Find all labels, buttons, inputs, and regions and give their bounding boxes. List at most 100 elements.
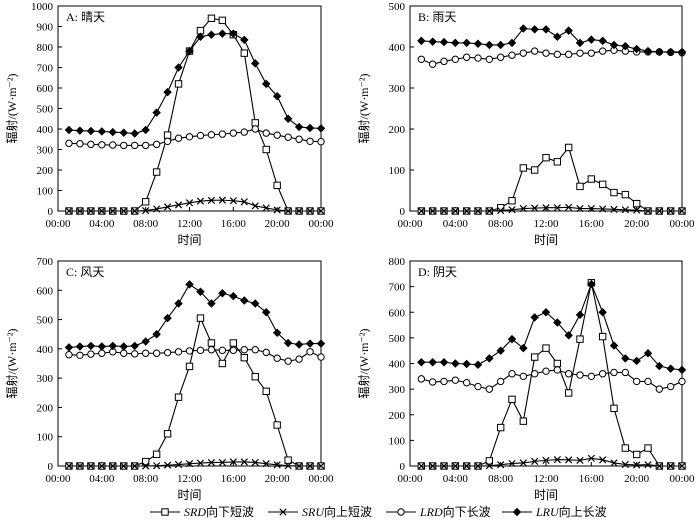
point-SRD [196,314,205,322]
point-LRD [174,134,183,142]
point-SRD [273,421,281,429]
point-SRU [497,206,505,215]
point-SRU [251,202,259,210]
point-SRU [153,205,161,213]
point-SRD [530,353,539,361]
point-SRU [65,462,73,470]
y-tick-label: 700 [37,63,54,75]
point-LRD [451,55,460,63]
point-LRU [218,288,227,298]
point-LRU [141,125,150,135]
point-SRD [508,395,516,404]
panel-title: D: 阴天 [418,265,457,279]
point-LRU [621,41,630,51]
point-SRU [531,457,539,466]
point-LRD [152,349,161,357]
legend-marker [512,507,522,517]
point-SRU [109,462,117,470]
x-tick-label: 12:00 [533,218,559,230]
point-SRU [295,462,303,470]
point-LRU [621,354,630,363]
point-LRD [542,367,550,375]
x-tick-label: 08:00 [133,218,159,230]
y-tick-label: 100 [389,165,406,177]
plot-frame [409,5,683,212]
point-SRU [120,207,128,215]
point-LRD [98,141,106,149]
point-SRU [131,207,139,215]
point-LRD [163,348,172,357]
point-SRD [273,181,281,190]
y-tick-label: 500 [37,104,54,116]
point-SRU [185,199,194,207]
series-SRU [417,454,686,470]
point-SRU [644,461,652,469]
point-SRU [98,207,106,215]
point-LRU [541,25,551,34]
x-tick-label: 20:00 [265,218,291,230]
point-LRU [163,313,172,323]
point-LRD [185,347,194,355]
point-SRU [429,462,437,470]
y-tick-label: 600 [37,285,54,297]
point-SRD [240,353,248,362]
point-LRU [152,108,161,117]
point-SRD [251,372,259,381]
point-LRD [306,137,314,146]
point-LRU [240,296,249,305]
point-LRD [598,370,607,378]
point-LRU [174,299,183,308]
point-SRD [632,199,641,208]
point-SRU [633,461,641,469]
point-LRD [317,138,325,146]
point-SRD [530,166,539,174]
point-LRU [553,32,562,41]
point-SRD [519,417,528,425]
point-SRU [196,459,205,467]
point-SRD [174,393,183,401]
point-SRD [598,332,607,341]
series-LRD [417,366,686,393]
point-SRU [76,462,84,470]
legend-label: SRD向下短波 [184,504,254,519]
point-LRD [428,60,437,68]
point-LRU [485,354,494,363]
series-LRD [65,125,325,150]
point-LRU [316,339,326,348]
x-tick-label: 00:00 [397,218,423,230]
point-LRD [251,125,259,133]
point-SRD [141,457,150,466]
point-LRU [677,365,687,375]
series-line-LRD [421,49,683,65]
x-axis-title: 时间 [177,233,201,247]
point-SRU [644,207,652,215]
point-LRU [261,79,271,89]
point-LRU [272,328,282,337]
y-tick-label: 400 [37,124,54,136]
point-SRU [565,203,573,211]
point-LRU [655,47,664,57]
point-LRD [229,129,238,137]
point-SRU [153,462,161,470]
point-LRD [417,375,426,383]
y-tick-label: 100 [37,432,54,444]
point-LRU [283,114,293,123]
y-tick-label: 800 [37,42,54,54]
point-LRD [428,378,437,386]
point-LRD [553,50,562,59]
series-LRD [65,346,325,365]
point-SRD [284,456,292,464]
x-tick-label: 12:00 [177,218,203,230]
point-SRU [667,207,675,215]
panel-1: 0 100 200 300 400 500 600 700 800 900 1000 00:00 04:… [4,1,334,247]
point-LRU [598,36,607,46]
point-SRU [576,204,584,213]
point-LRU [485,40,494,50]
x-axis-title: 时间 [177,488,201,502]
point-LRU [108,341,118,351]
point-SRD [174,80,183,88]
x-tick-label: 00:00 [669,218,695,230]
point-LRD [451,376,460,384]
